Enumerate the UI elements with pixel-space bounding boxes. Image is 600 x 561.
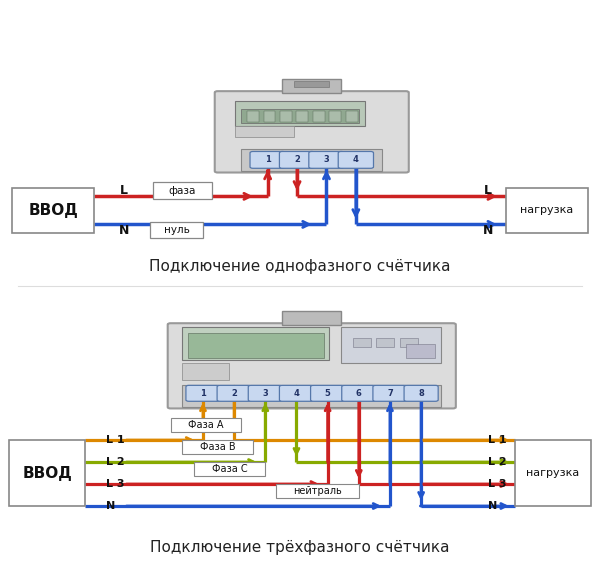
FancyBboxPatch shape	[248, 385, 283, 401]
Bar	[406, 344, 435, 357]
Bar	[247, 111, 259, 122]
Bar	[329, 111, 341, 122]
Text: 7: 7	[387, 389, 393, 398]
Text: нуль: нуль	[164, 225, 190, 235]
Bar	[341, 328, 441, 363]
Text: нейтраль: нейтраль	[293, 486, 342, 496]
Text: L 2: L 2	[488, 457, 507, 467]
Bar	[346, 111, 358, 122]
Bar	[194, 462, 265, 476]
FancyBboxPatch shape	[186, 385, 220, 401]
FancyBboxPatch shape	[338, 151, 373, 168]
Bar	[12, 188, 94, 233]
Bar	[376, 338, 394, 347]
Bar	[263, 111, 275, 122]
FancyBboxPatch shape	[168, 323, 456, 408]
Bar	[353, 338, 371, 347]
Bar	[283, 311, 341, 325]
Text: Подключение трёхфазного счётчика: Подключение трёхфазного счётчика	[150, 540, 450, 555]
Bar	[506, 188, 588, 233]
Text: L 3: L 3	[488, 479, 506, 489]
Bar	[153, 182, 212, 199]
Text: Фаза С: Фаза С	[212, 464, 247, 474]
Text: 3: 3	[262, 389, 268, 398]
Text: нагрузка: нагрузка	[526, 468, 580, 478]
Text: фаза: фаза	[169, 186, 196, 196]
FancyBboxPatch shape	[215, 91, 409, 173]
Text: 4: 4	[293, 389, 299, 398]
Text: 2: 2	[231, 389, 237, 398]
Text: 1: 1	[265, 155, 271, 164]
Text: 1: 1	[200, 389, 206, 398]
Bar	[235, 126, 294, 137]
Text: L 1: L 1	[106, 435, 125, 445]
Text: N: N	[106, 501, 115, 511]
Bar	[313, 111, 325, 122]
Bar	[294, 81, 329, 87]
Bar	[241, 109, 359, 123]
Text: L: L	[119, 184, 128, 197]
Text: нагрузка: нагрузка	[520, 205, 574, 215]
Text: N: N	[488, 501, 497, 511]
FancyBboxPatch shape	[311, 385, 344, 401]
Text: 8: 8	[418, 389, 424, 398]
Bar	[280, 111, 292, 122]
Text: ВВОД: ВВОД	[22, 466, 72, 481]
Bar	[515, 440, 591, 506]
Text: 5: 5	[325, 389, 331, 398]
Bar	[182, 440, 253, 454]
Text: Подключение однофазного счётчика: Подключение однофазного счётчика	[149, 259, 451, 274]
Text: 3: 3	[323, 155, 329, 164]
Bar	[400, 338, 418, 347]
Text: L 1: L 1	[488, 435, 507, 445]
Text: Фаза В: Фаза В	[200, 442, 235, 452]
Bar	[188, 333, 323, 357]
Bar	[277, 484, 359, 498]
FancyBboxPatch shape	[342, 385, 376, 401]
Bar	[170, 418, 241, 432]
Text: N: N	[118, 223, 129, 237]
Bar	[241, 149, 382, 171]
Text: ВВОД: ВВОД	[28, 203, 78, 218]
FancyBboxPatch shape	[404, 385, 438, 401]
Bar	[150, 222, 203, 238]
Bar	[9, 440, 85, 506]
FancyBboxPatch shape	[280, 151, 314, 168]
Text: 2: 2	[294, 155, 300, 164]
Text: 4: 4	[353, 155, 359, 164]
Bar	[182, 363, 229, 380]
FancyBboxPatch shape	[309, 151, 344, 168]
Text: Фаза А: Фаза А	[188, 420, 224, 430]
FancyBboxPatch shape	[373, 385, 407, 401]
Text: L 3: L 3	[106, 479, 124, 489]
Text: L: L	[484, 184, 492, 197]
FancyBboxPatch shape	[250, 151, 286, 168]
FancyBboxPatch shape	[280, 385, 314, 401]
Bar	[296, 111, 308, 122]
Text: L 2: L 2	[106, 457, 125, 467]
Text: 6: 6	[356, 389, 362, 398]
Bar	[182, 328, 329, 360]
Bar	[182, 385, 441, 407]
Text: N: N	[483, 223, 493, 237]
FancyBboxPatch shape	[217, 385, 251, 401]
Bar	[235, 101, 365, 126]
Bar	[283, 79, 341, 93]
